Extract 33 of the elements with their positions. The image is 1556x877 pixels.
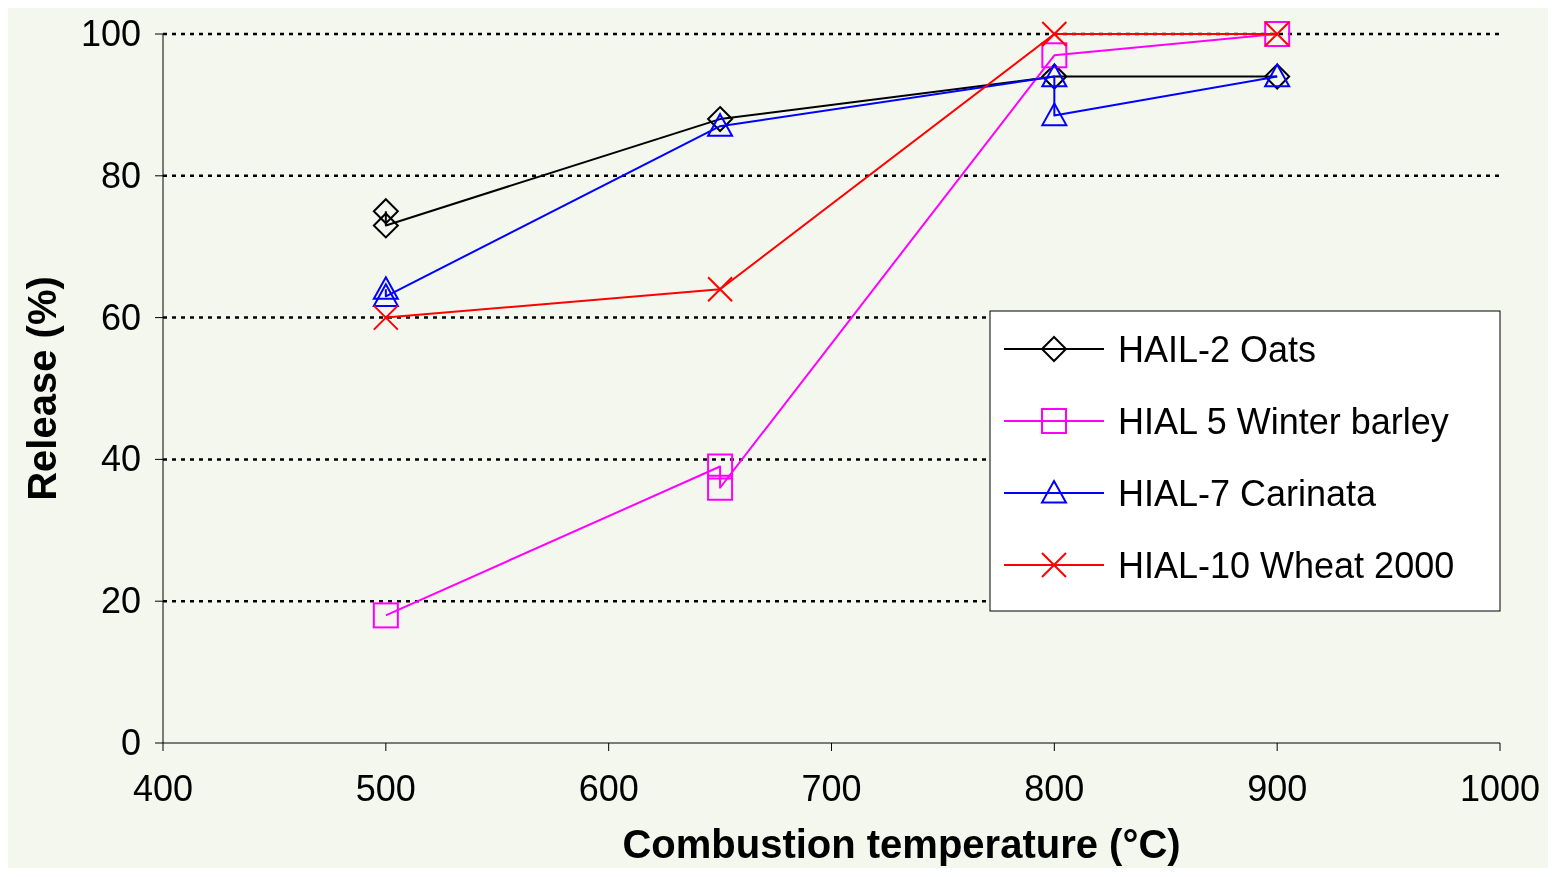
point (707, 276, 734, 303)
y-tick-label: 40 (100, 438, 141, 480)
point (1041, 21, 1068, 47)
x-tick-label: 700 (801, 768, 862, 809)
y-tick-label: 80 (100, 154, 141, 196)
legend-label: HIAL-7 Carinata (1118, 473, 1378, 514)
y-tick-label: 60 (100, 296, 141, 338)
y-tick-label: 20 (100, 580, 141, 622)
x-tick-label: 600 (578, 768, 639, 809)
y-axis-title: Release (%) (20, 276, 64, 501)
point (707, 113, 734, 137)
legend-label: HIAL-10 Wheat 2000 (1118, 545, 1455, 586)
point (1041, 102, 1068, 127)
point (707, 474, 734, 501)
y-tick-label: 100 (80, 13, 141, 54)
x-tick-label: 1000 (1459, 768, 1541, 809)
point (372, 276, 399, 300)
x-axis-title: Combustion temperature (°C) (622, 822, 1181, 866)
legend-label: HIAL 5 Winter barley (1118, 401, 1449, 442)
point (707, 453, 734, 480)
x-tick-label: 900 (1247, 768, 1308, 809)
point (372, 304, 399, 331)
y-tick-label: 0 (120, 722, 141, 763)
point (1041, 42, 1068, 69)
x-tick-label: 800 (1024, 768, 1085, 809)
point (372, 212, 399, 239)
x-tick-label: 400 (132, 768, 194, 809)
point (372, 198, 399, 225)
x-tick-label: 500 (355, 768, 416, 809)
legend-label: HAIL-2 Oats (1118, 329, 1317, 370)
point (707, 106, 734, 133)
point (372, 283, 399, 307)
point (372, 602, 399, 629)
